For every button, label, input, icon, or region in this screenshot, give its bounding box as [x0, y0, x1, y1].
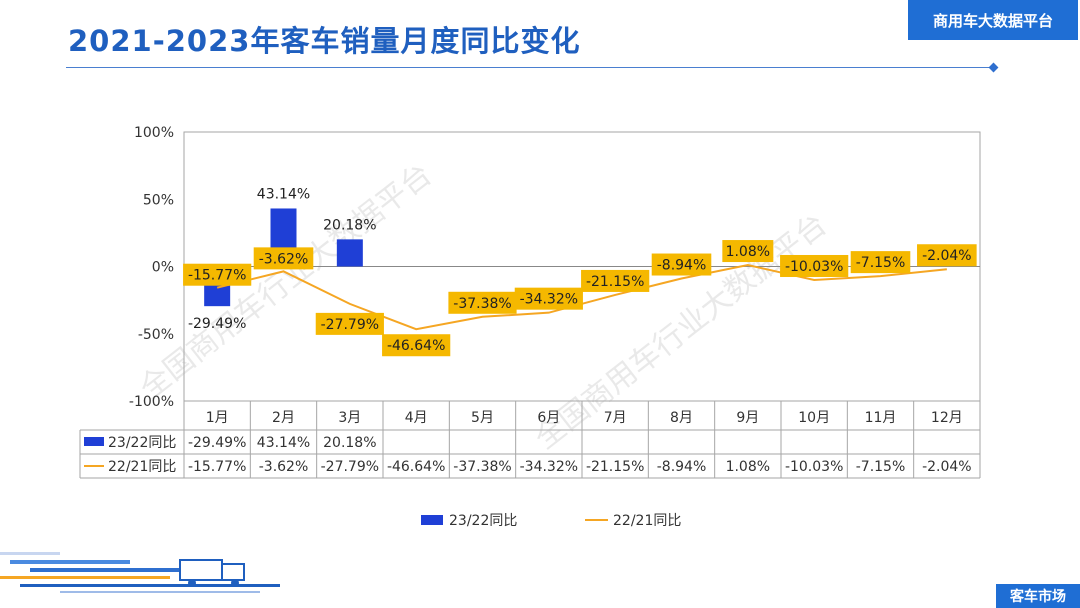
- line-label-box: [722, 240, 774, 263]
- x-category-label: 5月: [471, 410, 494, 426]
- y-tick-label: 100%: [134, 125, 174, 141]
- table-cell: 1.08%: [726, 459, 770, 475]
- bar-data-label: -29.49%: [188, 316, 246, 332]
- line-label-box: [850, 251, 911, 274]
- x-category-label: 6月: [537, 410, 560, 426]
- x-category-label: 1月: [206, 410, 229, 426]
- bar-data-label: 43.14%: [257, 186, 310, 202]
- line-data-label: -8.94%: [657, 258, 707, 274]
- line-data-label: -21.15%: [586, 274, 644, 290]
- line-label-box: [780, 254, 849, 277]
- legend-label: 23/22同比: [449, 513, 517, 529]
- x-category-label: 11月: [865, 410, 897, 426]
- page-title: 2021-2023年客车销量月度同比变化: [68, 24, 581, 58]
- line-data-label: -10.03%: [785, 259, 843, 275]
- line-data-label: -27.79%: [321, 317, 379, 333]
- table-cell: -29.49%: [188, 435, 246, 451]
- line-data-label: -15.77%: [188, 268, 246, 284]
- brand-badge: 商用车大数据平台: [908, 0, 1078, 40]
- x-category-label: 12月: [931, 410, 963, 426]
- line-label-box: [514, 287, 583, 310]
- line-label-box: [183, 263, 252, 286]
- line-label-box: [315, 312, 384, 335]
- table-cell: -2.04%: [922, 459, 972, 475]
- x-category-label: 2月: [272, 410, 295, 426]
- line-label-box: [651, 253, 712, 276]
- bar: [336, 239, 363, 267]
- line-data-label: -37.38%: [453, 296, 511, 312]
- x-category-label: 3月: [338, 410, 361, 426]
- x-category-label: 7月: [604, 410, 627, 426]
- line-data-label: -46.64%: [387, 338, 445, 354]
- line-data-label: -34.32%: [520, 292, 578, 308]
- y-tick-label: -50%: [138, 327, 174, 343]
- table-cell: -37.38%: [453, 459, 511, 475]
- x-category-label: 9月: [736, 410, 759, 426]
- table-legend-bar-key: [84, 437, 104, 446]
- title-divider: [66, 67, 994, 68]
- legend-bar-key: [421, 515, 443, 525]
- table-cell: -3.62%: [259, 459, 309, 475]
- legend-label: 22/21同比: [613, 513, 681, 529]
- line-label-box: [253, 247, 314, 270]
- line-data-label: -2.04%: [922, 248, 972, 264]
- table-row-header: 22/21同比: [108, 459, 176, 475]
- x-category-label: 10月: [798, 410, 830, 426]
- line-data-label: -3.62%: [259, 251, 309, 267]
- table-cell: 43.14%: [257, 435, 310, 451]
- line-data-label: -7.15%: [856, 255, 906, 271]
- table-cell: -27.79%: [321, 459, 379, 475]
- line-label-box: [382, 334, 451, 357]
- line-data-label: 1.08%: [726, 244, 770, 260]
- x-category-label: 4月: [405, 410, 428, 426]
- table-cell: -46.64%: [387, 459, 445, 475]
- truck-graphic-icon: [0, 552, 280, 593]
- table-cell: 20.18%: [323, 435, 376, 451]
- table-cell: -34.32%: [520, 459, 578, 475]
- table-cell: -15.77%: [188, 459, 246, 475]
- x-category-label: 8月: [670, 410, 693, 426]
- line-label-box: [448, 291, 517, 314]
- y-tick-label: 0%: [152, 260, 174, 276]
- table-cell: -21.15%: [586, 459, 644, 475]
- table-row-header: 23/22同比: [108, 435, 176, 451]
- footer-badge: 客车市场: [996, 584, 1080, 608]
- table-cell: -8.94%: [657, 459, 707, 475]
- table-cell: -7.15%: [856, 459, 906, 475]
- table-cell: -10.03%: [785, 459, 843, 475]
- y-tick-label: 50%: [143, 192, 174, 208]
- y-tick-label: -100%: [129, 394, 174, 410]
- line-label-box: [917, 244, 977, 267]
- bar-data-label: 20.18%: [323, 217, 376, 233]
- line-label-box: [581, 269, 650, 292]
